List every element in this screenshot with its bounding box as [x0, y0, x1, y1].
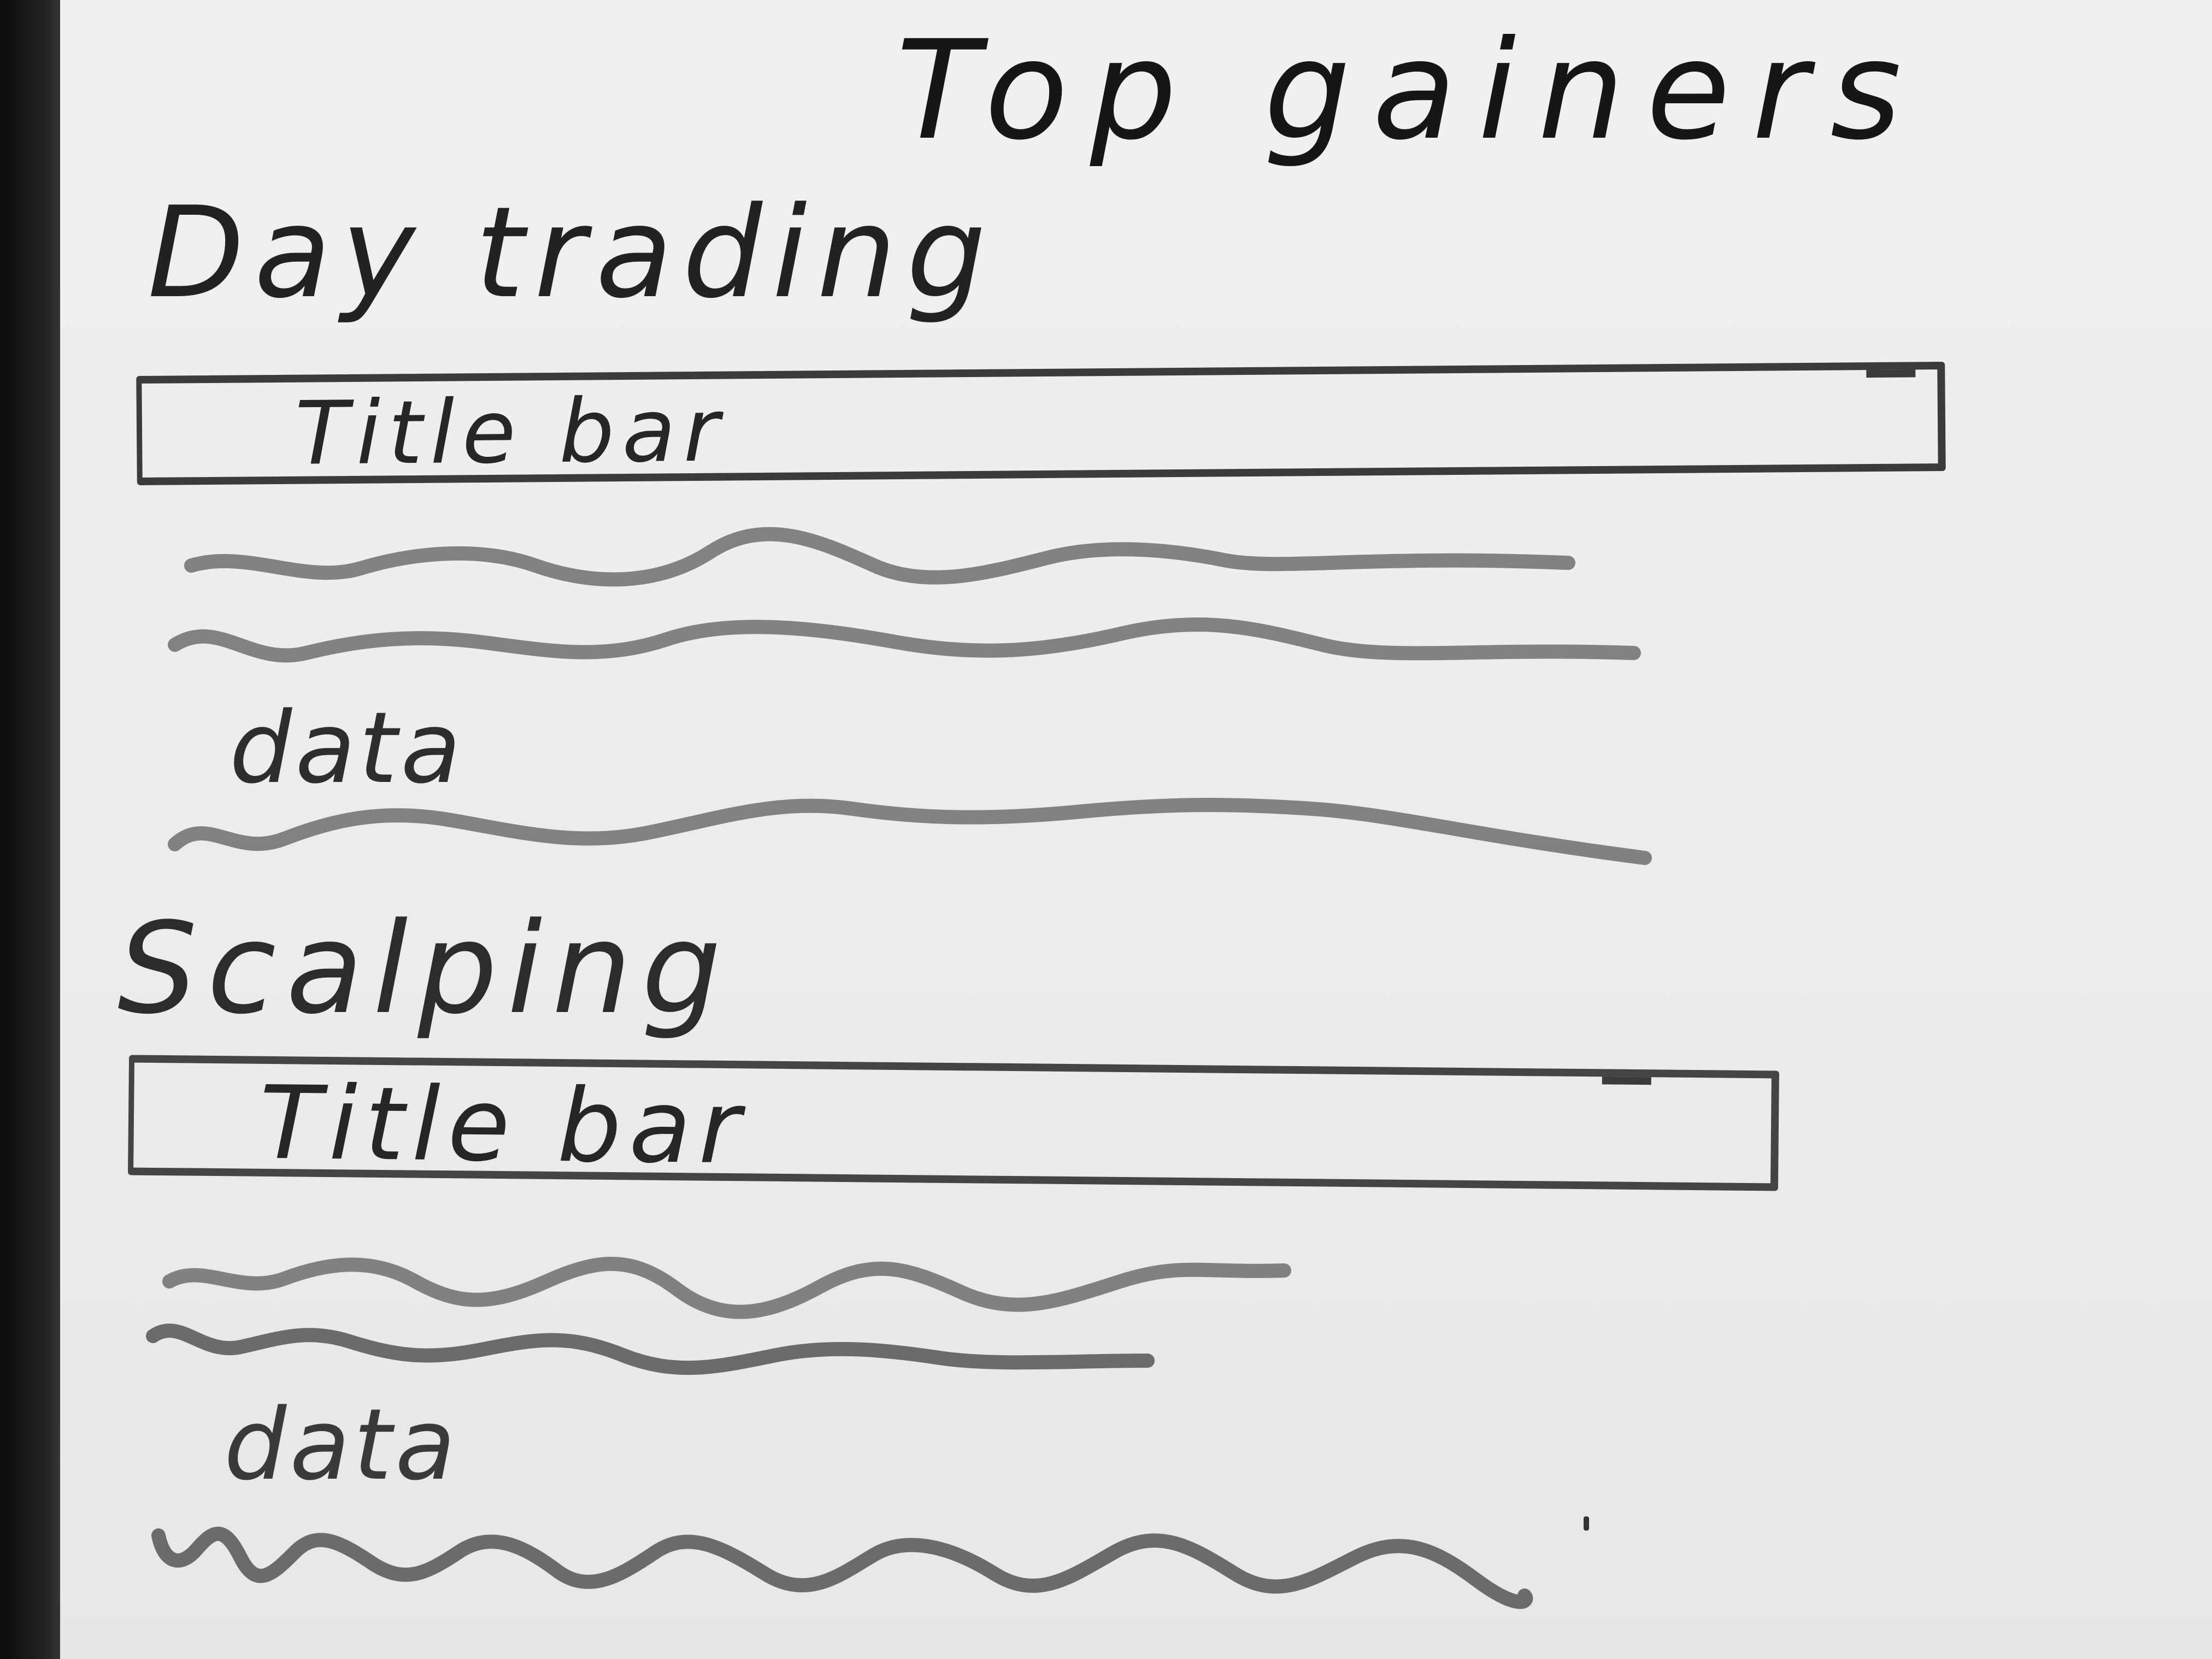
day-trading-data-row-2: [168, 617, 1641, 663]
section-heading-day-trading: Day trading: [148, 180, 996, 326]
scalping-data-row-3: [151, 1526, 1533, 1609]
day-trading-data-label: data: [230, 691, 464, 805]
scalping-data-row-1: [162, 1256, 1291, 1319]
scalping-data-label: data: [224, 1388, 459, 1502]
photo-background-edge: [0, 0, 64, 1659]
page-title: Top gainers: [896, 11, 1923, 170]
day-trading-data-row-3: [168, 798, 1652, 865]
pencil-mark: [1584, 1516, 1589, 1531]
scalping-data-row-2: [146, 1323, 1155, 1375]
sketch-paper: [60, 0, 2212, 1659]
section-heading-scalping: Scalping: [117, 896, 731, 1042]
day-trading-data-row-1: [184, 527, 1575, 587]
